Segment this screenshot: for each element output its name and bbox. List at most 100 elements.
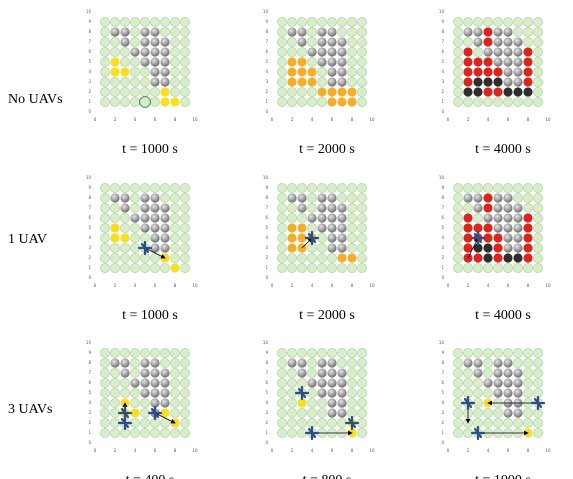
cell <box>357 253 366 262</box>
cell-o <box>287 233 296 242</box>
cell-g <box>297 27 306 36</box>
cell-y <box>170 97 179 106</box>
cell <box>533 233 542 242</box>
cell <box>347 77 356 86</box>
cell-g <box>140 223 149 232</box>
uav <box>139 242 151 254</box>
cell <box>110 348 119 357</box>
cell-g <box>150 358 159 367</box>
cell <box>140 77 149 86</box>
cell <box>100 37 109 46</box>
cell <box>100 223 109 232</box>
cell <box>317 97 326 106</box>
y-tick-label: 3 <box>441 79 444 84</box>
y-tick-label: 10 <box>263 175 269 180</box>
cell <box>170 243 179 252</box>
cell <box>533 87 542 96</box>
cell <box>483 263 492 272</box>
y-tick-label: 7 <box>265 39 268 44</box>
cell <box>453 378 462 387</box>
cell-g <box>503 388 512 397</box>
cell <box>513 263 522 272</box>
y-tick-label: 2 <box>265 89 268 94</box>
uav <box>149 407 161 419</box>
cell <box>347 67 356 76</box>
cell <box>513 193 522 202</box>
y-tick-label: 0 <box>88 440 91 445</box>
cell-g <box>317 203 326 212</box>
y-tick-label: 3 <box>88 245 91 250</box>
y-tick-label: 5 <box>88 390 91 395</box>
y-tick-label: 4 <box>441 400 444 405</box>
cell-y <box>170 263 179 272</box>
cell <box>170 213 179 222</box>
x-tick-label: 6 <box>331 117 334 122</box>
x-tick-label: 2 <box>114 283 117 288</box>
grid-panel: 0246810012345678910 <box>86 340 198 453</box>
cell <box>347 388 356 397</box>
cell <box>130 263 139 272</box>
y-tick-label: 6 <box>265 380 268 385</box>
cell <box>307 183 316 192</box>
cell <box>357 223 366 232</box>
cell <box>140 67 149 76</box>
cell-g <box>337 37 346 46</box>
cell-g <box>513 213 522 222</box>
x-tick-label: 10 <box>545 448 551 453</box>
y-tick-label: 7 <box>441 205 444 210</box>
cell <box>140 398 149 407</box>
cell <box>453 67 462 76</box>
cell-k <box>463 87 472 96</box>
cell <box>473 213 482 222</box>
cell-r <box>523 57 532 66</box>
x-tick-label: 4 <box>487 283 490 288</box>
cell-g <box>327 388 336 397</box>
cell <box>130 183 139 192</box>
cell <box>170 408 179 417</box>
cell-r <box>463 67 472 76</box>
cell <box>483 97 492 106</box>
cell-g <box>140 388 149 397</box>
cell <box>130 37 139 46</box>
cell-o <box>287 77 296 86</box>
x-tick-label: 2 <box>114 117 117 122</box>
cell-r <box>483 193 492 202</box>
cell-o <box>287 67 296 76</box>
cell <box>287 398 296 407</box>
x-tick-label: 8 <box>351 448 354 453</box>
cell <box>180 378 189 387</box>
cell <box>317 183 326 192</box>
cell <box>100 17 109 26</box>
cell-g <box>297 368 306 377</box>
y-tick-label: 0 <box>265 109 268 114</box>
cell <box>277 213 286 222</box>
cell-o <box>287 57 296 66</box>
cell <box>130 193 139 202</box>
cell-g <box>503 408 512 417</box>
grid-panel: 0246810012345678910 <box>439 340 551 453</box>
cell <box>347 213 356 222</box>
cell-r <box>523 213 532 222</box>
cell <box>100 183 109 192</box>
cell <box>110 183 119 192</box>
cell <box>523 368 532 377</box>
y-tick-label: 3 <box>265 245 268 250</box>
cell <box>277 398 286 407</box>
cell-g <box>327 368 336 377</box>
cell <box>317 263 326 272</box>
cell <box>287 213 296 222</box>
cell-g <box>327 47 336 56</box>
cell <box>533 243 542 252</box>
y-tick-label: 5 <box>441 59 444 64</box>
cell-k <box>483 253 492 262</box>
cell <box>473 183 482 192</box>
cell <box>277 243 286 252</box>
cell <box>453 408 462 417</box>
cell <box>357 57 366 66</box>
cell-r <box>493 233 502 242</box>
cell-g <box>337 223 346 232</box>
cell <box>317 418 326 427</box>
cell-g <box>317 368 326 377</box>
cell-g <box>317 388 326 397</box>
cell <box>493 263 502 272</box>
